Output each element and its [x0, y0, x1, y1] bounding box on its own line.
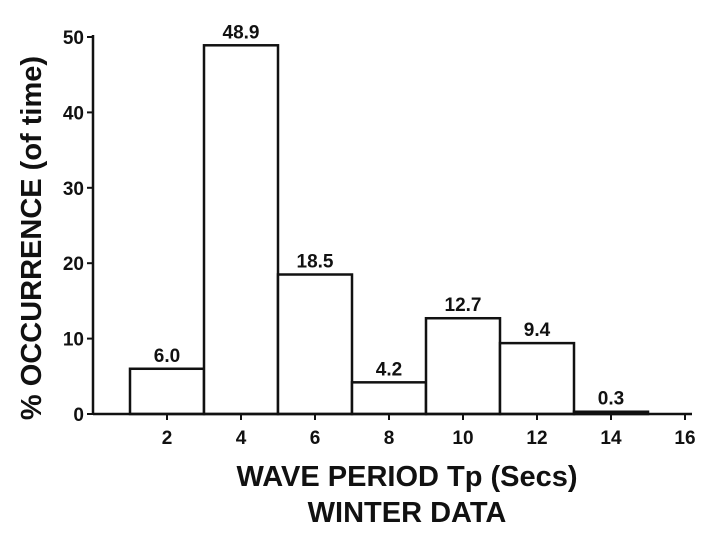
x-tick-label: 12 [526, 428, 547, 449]
bar-4 [350, 381, 428, 416]
x-tick-label: 16 [674, 428, 695, 449]
x-axis-title: WAVE PERIOD Tp (Secs) [236, 461, 577, 493]
y-tick-label: 20 [63, 254, 84, 275]
x-axis-subtitle: WINTER DATA [308, 497, 507, 529]
y-tick-label: 40 [63, 103, 84, 124]
bar-6 [498, 341, 576, 416]
y-axis-title: % OCCURRENCE (of time) [16, 56, 48, 420]
bar-1 [128, 367, 206, 416]
y-tick-label: 50 [63, 28, 84, 49]
bar-2 [202, 44, 280, 416]
x-tick-label: 4 [236, 428, 247, 449]
ticks-layer: 0 10 20 30 40 50 2 4 6 8 10 12 14 16 [63, 28, 696, 449]
axes-layer [91, 35, 692, 416]
y-tick-label: 10 [63, 330, 84, 351]
bar-value-label-1: 6.0 [154, 346, 180, 367]
x-tick-label: 2 [162, 428, 173, 449]
bar-value-label-7: 0.3 [598, 389, 624, 410]
y-tick-label: 0 [73, 405, 84, 426]
bar-5 [424, 316, 502, 416]
x-tick-label: 6 [310, 428, 321, 449]
bar-value-label-3: 18.5 [297, 252, 334, 273]
bars-layer [128, 44, 650, 416]
bar-value-label-5: 12.7 [445, 295, 482, 316]
bar-value-label-2: 48.9 [223, 22, 260, 43]
bar-3 [276, 273, 354, 416]
x-tick-label: 10 [452, 428, 473, 449]
data-labels-layer: 6.0 48.9 18.5 4.2 12.7 9.4 0.3 [154, 22, 624, 409]
y-tick-label: 30 [63, 179, 84, 200]
x-tick-label: 8 [384, 428, 395, 449]
bar-value-label-4: 4.2 [376, 359, 402, 380]
x-tick-label: 14 [600, 428, 622, 449]
bar-value-label-6: 9.4 [524, 320, 551, 341]
